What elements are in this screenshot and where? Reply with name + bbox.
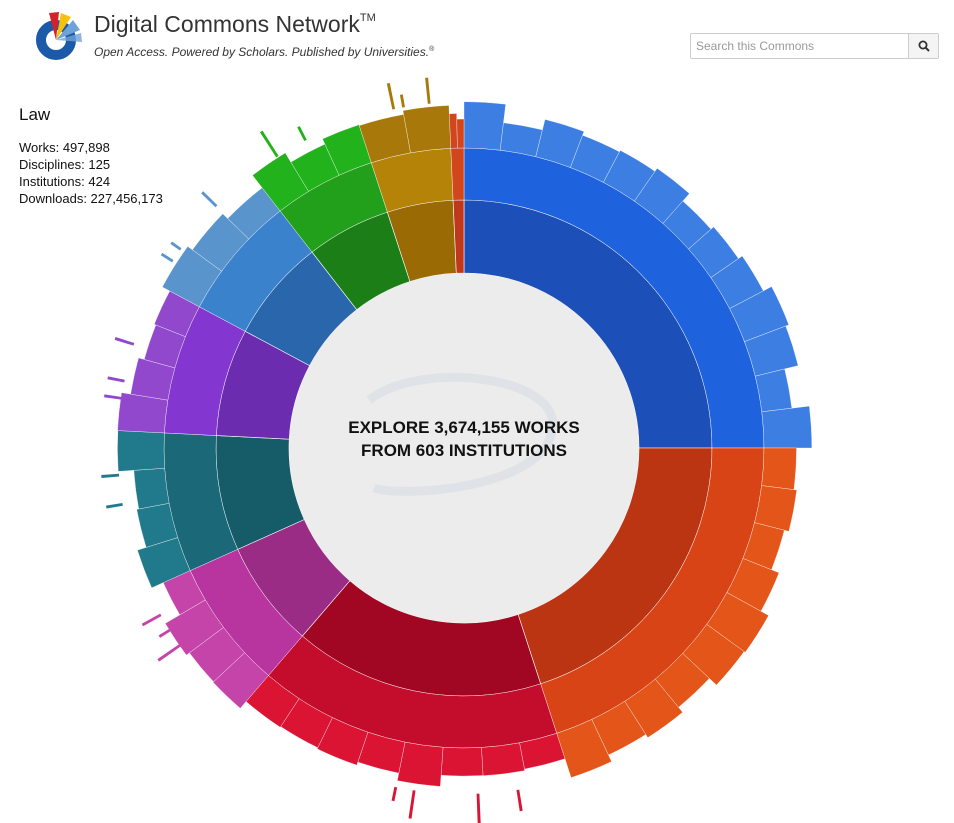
info-stat-label: Disciplines: bbox=[19, 157, 89, 172]
info-stat-label: Downloads: bbox=[19, 191, 91, 206]
sector-red-outer[interactable] bbox=[440, 747, 484, 777]
info-stat-row: Institutions: 424 bbox=[19, 173, 163, 190]
sector-blue-outer[interactable] bbox=[463, 101, 506, 151]
sector-teal-outer[interactable] bbox=[133, 468, 170, 510]
sector-red-spike[interactable] bbox=[516, 789, 523, 812]
sector-green-spike[interactable] bbox=[259, 130, 279, 158]
search-input[interactable] bbox=[691, 34, 908, 58]
sector-magenta-spike[interactable] bbox=[158, 628, 171, 638]
sector-steel-blue-spike[interactable] bbox=[160, 252, 174, 263]
site-tagline: Open Access. Powered by Scholars. Publis… bbox=[94, 45, 435, 59]
sector-gold-spike[interactable] bbox=[386, 82, 396, 110]
info-panel-stats: Works: 497,898 Disciplines: 125 Institutio… bbox=[19, 139, 163, 207]
sector-rust-outer[interactable] bbox=[449, 113, 458, 149]
search-button[interactable] bbox=[908, 34, 938, 58]
info-stat-row: Works: 497,898 bbox=[19, 139, 163, 156]
sector-gold-outer[interactable] bbox=[402, 105, 451, 154]
sunburst-center[interactable] bbox=[289, 273, 639, 623]
sector-red-spike[interactable] bbox=[391, 786, 398, 802]
info-stat-value: 424 bbox=[88, 174, 111, 189]
sector-blue-outer[interactable] bbox=[761, 405, 813, 449]
watermark-shape bbox=[366, 372, 558, 496]
sector-rust-middle[interactable] bbox=[450, 147, 465, 201]
sector-green-spike[interactable] bbox=[297, 126, 307, 142]
registered-mark: ® bbox=[429, 46, 435, 53]
info-stat-value: 497,898 bbox=[62, 140, 110, 155]
sector-purple-spike[interactable] bbox=[114, 337, 135, 346]
sector-purple-spike[interactable] bbox=[107, 376, 125, 383]
sector-gold-spike[interactable] bbox=[425, 77, 431, 104]
sector-steel-blue-spike[interactable] bbox=[201, 191, 218, 208]
sector-teal-outer[interactable] bbox=[117, 430, 165, 472]
sector-steel-blue-spike[interactable] bbox=[170, 241, 182, 251]
info-stat-value: 125 bbox=[88, 157, 111, 172]
sector-teal-spike[interactable] bbox=[101, 473, 120, 478]
sector-purple-spike[interactable] bbox=[104, 394, 122, 400]
trademark-mark: TM bbox=[359, 12, 376, 25]
info-panel-title: Law bbox=[19, 105, 51, 124]
sector-red-spike[interactable] bbox=[408, 790, 416, 819]
sector-magenta-spike[interactable] bbox=[157, 644, 181, 662]
sector-rust-outer[interactable] bbox=[456, 118, 465, 149]
digital-commons-logo[interactable] bbox=[30, 8, 86, 64]
explore-center-label[interactable]: EXPLORE 3,674,155 WORKS FROM 603 INSTITU… bbox=[290, 416, 638, 462]
center-label-line1: EXPLORE 3,674,155 WORKS bbox=[348, 418, 580, 437]
search-box bbox=[690, 33, 939, 59]
info-stat-row: Disciplines: 125 bbox=[19, 156, 163, 173]
sector-red-outer[interactable] bbox=[397, 741, 444, 787]
site-title[interactable]: Digital Commons NetworkTM bbox=[94, 11, 376, 37]
info-stat-label: Institutions: bbox=[19, 174, 89, 189]
info-stat-row: Downloads: 227,456,173 bbox=[19, 190, 163, 207]
info-stat-value: 227,456,173 bbox=[90, 191, 163, 206]
sector-red-outer[interactable] bbox=[481, 742, 525, 776]
sector-gold-spike[interactable] bbox=[399, 94, 405, 108]
sector-red-spike[interactable] bbox=[476, 793, 481, 823]
search-icon bbox=[918, 40, 930, 52]
sector-teal-spike[interactable] bbox=[106, 502, 123, 509]
sector-orange-outer[interactable] bbox=[761, 447, 797, 490]
center-label-line2: FROM 603 INSTITUTIONS bbox=[361, 441, 567, 460]
sector-magenta-spike[interactable] bbox=[141, 613, 162, 627]
info-stat-label: Works: bbox=[19, 140, 63, 155]
